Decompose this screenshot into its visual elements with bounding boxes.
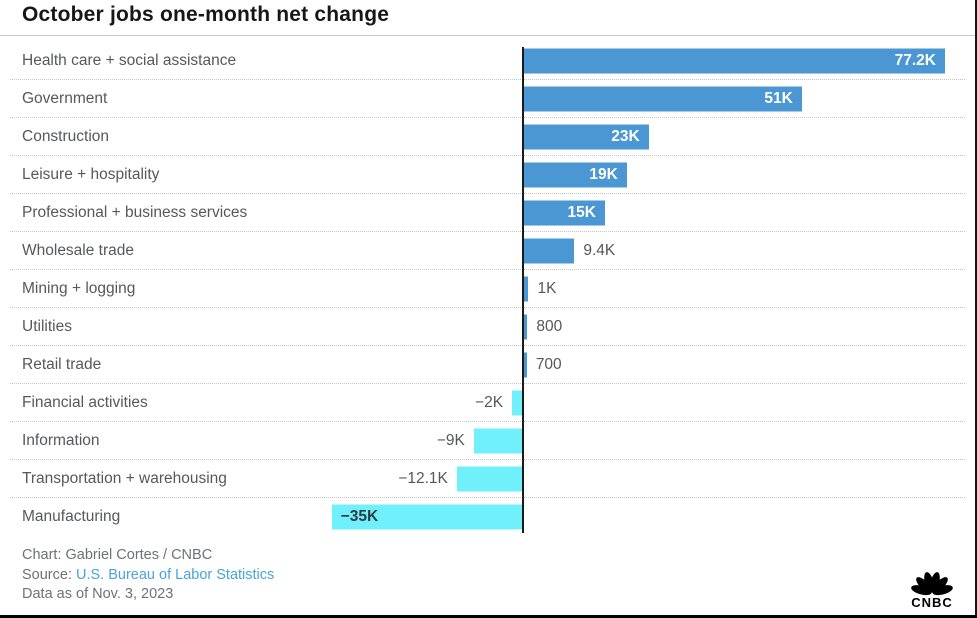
category-label: Health care + social assistance [22,51,237,69]
negative-bar [331,504,523,530]
value-label: 800 [536,317,563,335]
category-label: Wholesale trade [22,241,135,259]
chart-footer: Chart: Gabriel Cortes / CNBC Source: U.S… [22,546,274,605]
category-label: Utilities [22,317,72,335]
chart-row: Manufacturing −35K [10,498,965,536]
chart-row: Government 51K [10,80,965,118]
category-label: Manufacturing [22,508,121,525]
cnbc-wordmark: CNBC [911,595,953,609]
value-label: 19K [589,165,618,183]
chart-title: October jobs one-month net change [22,3,390,26]
peacock-icon [911,572,953,596]
chart-row: Transportation + warehousing −12.1K [10,460,965,498]
source-line: Source: U.S. Bureau of Labor Statistics [22,566,274,586]
category-label: Mining + logging [22,279,136,297]
value-label: 23K [611,127,640,145]
chart-row: Health care + social assistance 77.2K [10,42,965,80]
positive-bar [523,314,528,339]
chart-row: Information −9K [10,422,965,460]
category-label: Government [22,89,108,107]
chart-row: Mining + logging 1K [10,270,965,308]
category-label: Financial activities [22,393,148,411]
value-label: −9K [436,431,465,449]
chart-row: Retail trade 700 [10,346,965,384]
category-label: Information [22,431,100,449]
positive-bar [523,352,527,377]
category-label: Retail trade [22,355,102,373]
chart-rows: Health care + social assistance 77.2K Gove… [10,42,965,536]
value-label: −35K [340,508,379,525]
positive-bar [523,124,649,149]
chart-row: Utilities 800 [10,308,965,346]
chart-row: Professional + business services 15K [10,194,965,232]
chart-row: Wholesale trade 9.4K [10,232,965,270]
positive-bar [523,238,575,263]
negative-bar [456,466,523,491]
positive-bar [523,86,802,111]
value-label: 51K [764,89,793,107]
category-label: Construction [22,127,110,145]
value-label: −12.1K [398,469,448,487]
category-label: Transportation + warehousing [22,469,227,487]
category-label: Professional + business services [22,203,248,221]
data-as-of: Data as of Nov. 3, 2023 [22,586,174,602]
negative-bar [512,390,523,415]
positive-bar [523,200,605,225]
positive-bar [523,276,529,301]
chart-row: Financial activities −2K [10,384,965,422]
source-label: Source: [22,566,72,583]
value-label: 9.4K [583,241,616,259]
value-label: 15K [567,203,596,221]
chart-credit: Chart: Gabriel Cortes / CNBC [22,547,213,563]
zero-axis-line [522,47,524,533]
category-label: Leisure + hospitality [22,165,160,183]
positive-bar [523,48,945,73]
value-label: 700 [535,355,562,373]
value-label: 77.2K [894,51,936,69]
cnbc-logo: CNBC [911,572,953,609]
chart-row: Leisure + hospitality 19K [10,156,965,194]
title-divider [0,35,975,36]
source-link[interactable]: U.S. Bureau of Labor Statistics [76,566,275,583]
value-label: 1K [537,279,557,297]
value-label: −2K [475,393,504,411]
negative-bar [473,428,523,453]
positive-bar [523,162,627,187]
chart-row: Construction 23K [10,118,965,156]
bar-chart: Health care + social assistance 77.2K Gove… [0,42,975,536]
